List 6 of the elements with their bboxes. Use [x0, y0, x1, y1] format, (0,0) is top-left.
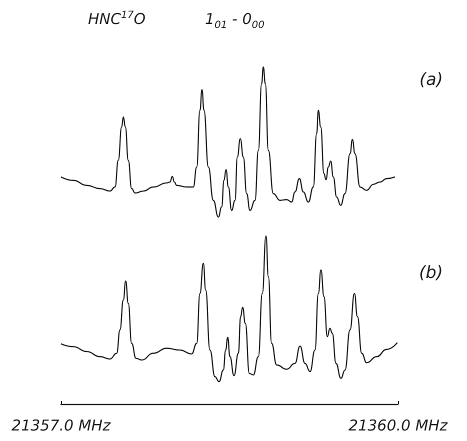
chart-title: HNC$^{17}$O: [88, 10, 146, 28]
text: (b): [418, 263, 443, 283]
chart-subtitle: 1$_{01}$ - 0$_{00}$: [205, 10, 265, 31]
x-tick-label: 21360.0 MHz: [348, 416, 449, 434]
x-tick-label: 21357.0 MHz: [12, 416, 112, 434]
text: (a): [419, 70, 443, 90]
